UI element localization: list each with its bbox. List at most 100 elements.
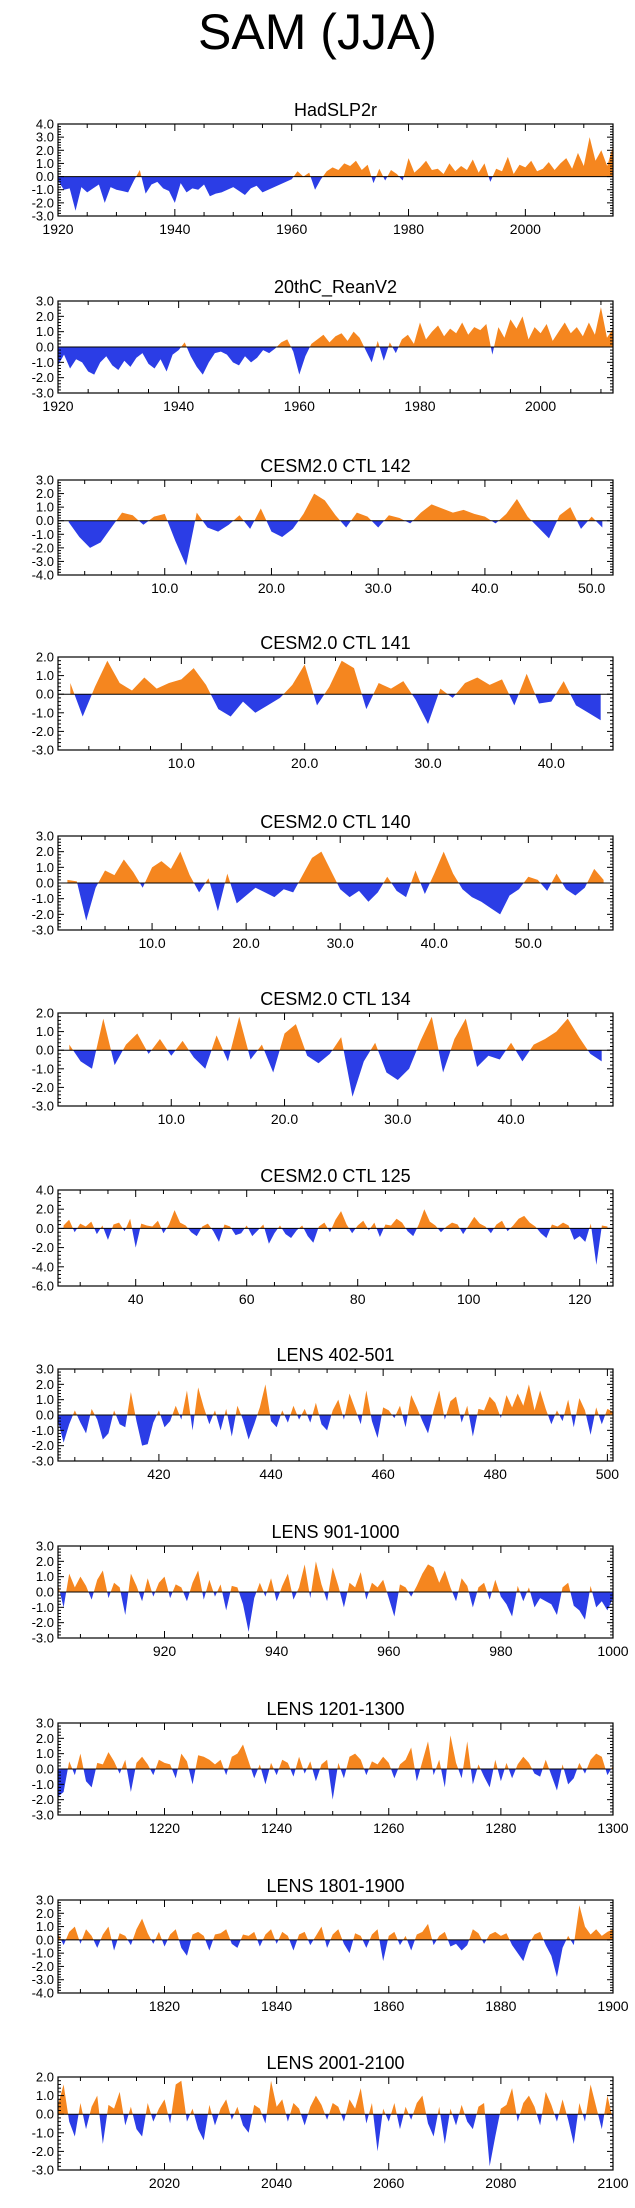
y-tick-label: 2.0 [36,1006,54,1021]
x-tick-label: 1980 [404,398,435,414]
y-tick-label: 1.0 [36,1569,54,1584]
panel-title: CESM2.0 CTL 125 [260,1166,410,1186]
y-tick-label: -6.0 [32,1279,54,1294]
y-tick-label: 0.0 [36,876,54,891]
y-tick-label: 1.0 [36,324,54,339]
negative-area [58,176,493,211]
x-tick-label: 1900 [597,1998,628,2014]
y-tick-label: 2.0 [36,844,54,859]
y-tick-label: -4.0 [32,568,54,583]
y-tick-label: 0.0 [36,1221,54,1236]
y-tick-label: 3.0 [36,1362,54,1377]
y-tick-label: -3.0 [32,1631,54,1646]
y-tick-label: 0.0 [36,1585,54,1600]
x-tick-label: 10.0 [158,1111,185,1127]
panel-title: LENS 2001-2100 [266,2053,404,2073]
y-tick-label: 3.0 [36,829,54,844]
y-tick-label: 0.0 [36,1762,54,1777]
panel-4: CESM2.0 CTL 141 -3.0 -2.0 -1.0 0.0 1.0 2.0 10.0… [32,633,614,771]
y-tick-label: -2.0 [32,2144,54,2159]
y-tick-label: 1.0 [36,1746,54,1761]
x-tick-label: 100 [457,1291,481,1307]
y-tick-label: -1.0 [32,1600,54,1615]
plot-frame [57,1899,614,1994]
y-tick-label: 1.0 [36,156,54,171]
x-tick-label: 20.0 [271,1111,298,1127]
y-tick-label: 1.0 [36,500,54,515]
y-tick-label: 2.0 [36,1202,54,1217]
y-tick-label: -3.0 [32,923,54,938]
x-tick-label: 30.0 [384,1111,411,1127]
plot-frame [57,656,614,751]
negative-area [59,1592,614,1632]
y-tick-label: -2.0 [32,907,54,922]
negative-area [73,1050,602,1097]
y-tick-label: 2.0 [36,1731,54,1746]
x-tick-label: 2000 [510,221,541,237]
y-tick-label: -1.0 [32,1777,54,1792]
positive-area [58,1905,613,1940]
y-tick-label: -3.0 [32,2163,54,2178]
y-tick-label: 2.0 [36,1554,54,1569]
y-tick-label: -3.0 [32,209,54,224]
panel-title: LENS 1801-1900 [266,1876,404,1896]
x-tick-label: 1280 [485,1820,516,1836]
x-tick-label: 1840 [261,1998,292,2014]
y-tick-label: -2.0 [32,1438,54,1453]
y-tick-label: -1.0 [32,1061,54,1076]
panel-2: 20thC_ReanV2 -3.0-2.0-1.00.01.02.03.0 1920… [32,277,614,414]
panel-title: CESM2.0 CTL 142 [260,456,410,476]
y-tick-label: 1.0 [36,1392,54,1407]
x-tick-label: 2060 [373,2175,404,2191]
panel-10: LENS 1201-1300 -3.0-2.0-1.00.01.02.03.0 12… [32,1699,629,1836]
positive-area [58,2080,612,2115]
plot-frame [57,2076,614,2171]
y-tick-label: -2.0 [32,1240,54,1255]
y-tick-label: 2.0 [36,486,54,501]
y-tick-label: -3.0 [32,1454,54,1469]
panel-11: LENS 1801-1900 -4.0-3.0-2.0-1.00.01.02.03… [32,1876,629,2014]
y-tick-label: 0.0 [36,169,54,184]
y-tick-label: -2.0 [32,1792,54,1807]
negative-area [61,1939,575,1978]
panel-title: CESM2.0 CTL 134 [260,989,410,1009]
x-tick-label: 1940 [163,398,194,414]
y-tick-label: -4.0 [32,1259,54,1274]
x-tick-label: 1220 [149,1820,180,1836]
panel-title: 20thC_ReanV2 [274,277,397,298]
x-tick-label: 2100 [597,2175,628,2191]
negative-area [68,2114,614,2167]
x-tick-label: 1960 [276,221,307,237]
x-tick-label: 1920 [42,398,73,414]
x-tick-label: 40.0 [538,755,565,771]
x-tick-label: 20.0 [258,580,285,596]
y-tick-label: -2.0 [32,195,54,210]
x-tick-label: 50.0 [578,580,605,596]
y-tick-label: -2.0 [32,540,54,555]
y-tick-label: -2.0 [32,370,54,385]
x-tick-label: 940 [265,1643,289,1659]
negative-area [58,347,495,375]
x-tick-label: 30.0 [414,755,441,771]
negative-area [58,1415,606,1446]
y-tick-label: 1.0 [36,2088,54,2103]
panel-6: CESM2.0 CTL 134 -3.0 -2.0 -1.0 0.0 1.0 2.0 10.0… [32,989,614,1127]
x-tick-label: 20.0 [233,935,260,951]
y-tick-label: 0.0 [36,2107,54,2122]
panel-title: HadSLP2r [294,100,377,120]
y-tick-label: -3.0 [32,386,54,401]
y-tick-label: 1.0 [36,1919,54,1934]
positive-area [181,307,613,347]
y-tick-label: 0.0 [36,1043,54,1058]
positive-area [136,137,613,177]
positive-area [63,1209,608,1229]
x-tick-label: 10.0 [168,755,195,771]
y-tick-label: 3.0 [36,294,54,309]
y-tick-label: -4.0 [32,1986,54,2001]
positive-area [67,851,604,883]
panel-1: HadSLP2r -3.0-2.0-1.00.01.02.03.04.0 1920 1… [32,100,614,237]
positive-area [58,1561,593,1592]
x-tick-label: 1920 [42,221,73,237]
positive-area [116,493,596,521]
